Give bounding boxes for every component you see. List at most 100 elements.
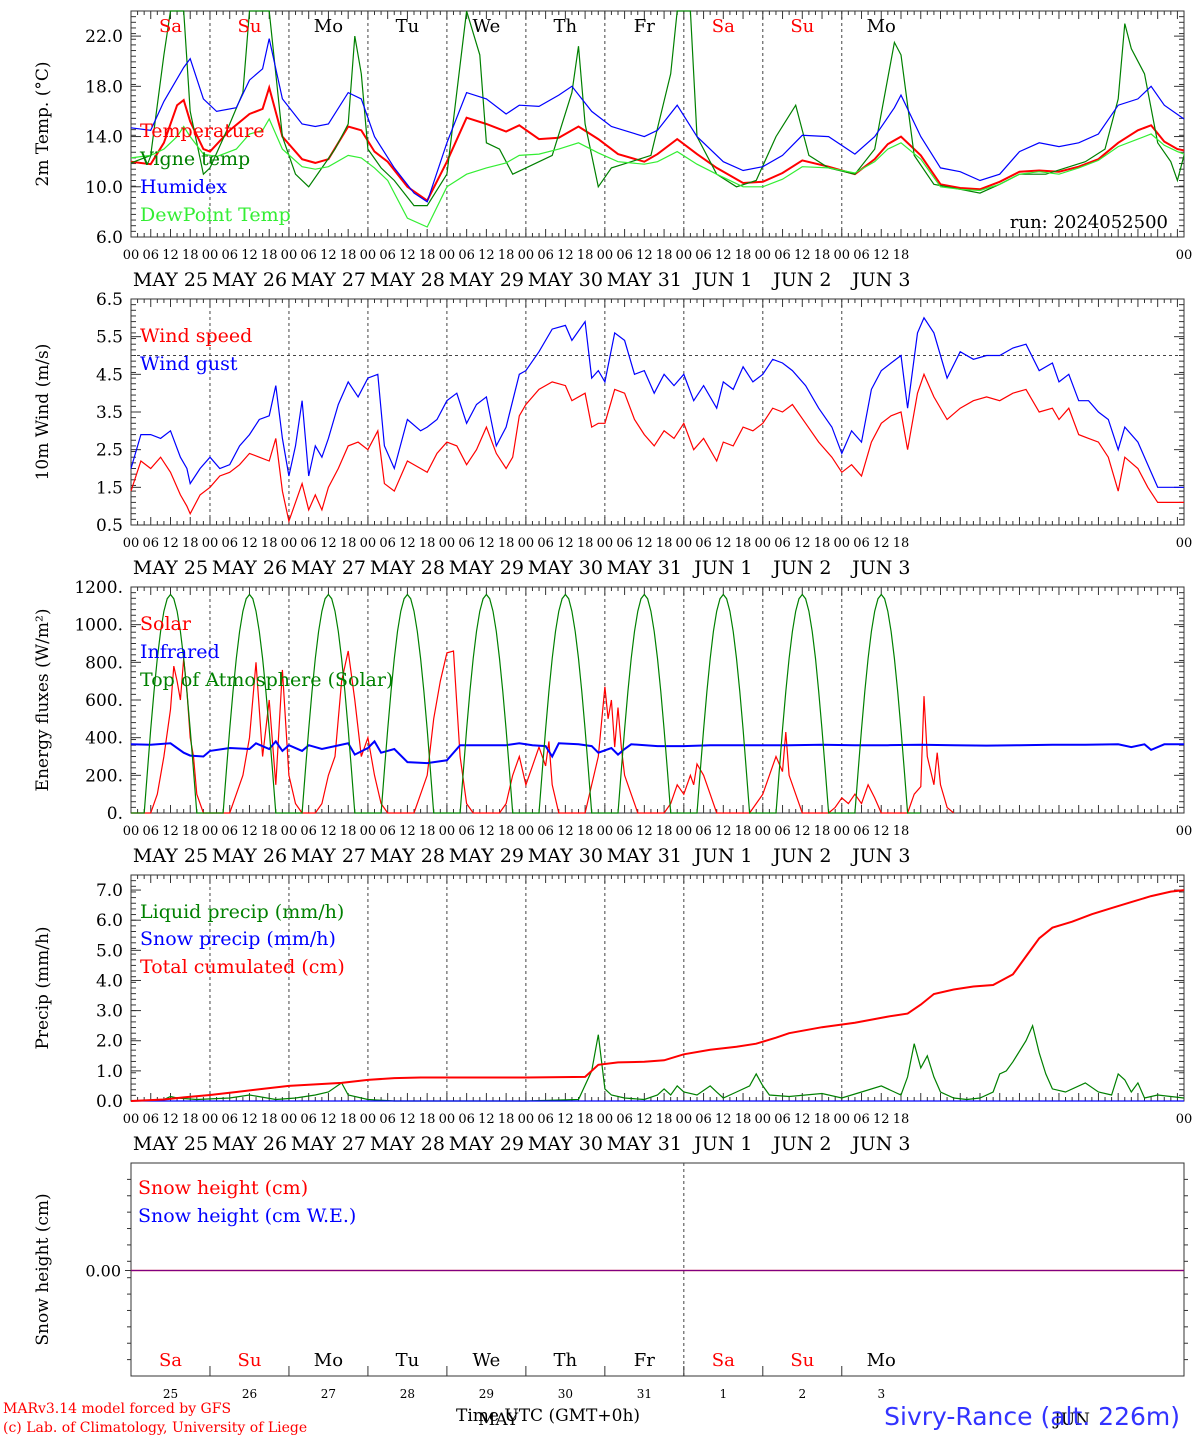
hour-tick-label: 18 bbox=[498, 1112, 515, 1127]
hour-tick-label: 06 bbox=[458, 824, 475, 839]
date-label: MAY 28 bbox=[370, 845, 445, 867]
y-tick-label: 4.0 bbox=[96, 971, 123, 991]
date-label: MAY 25 bbox=[133, 1133, 208, 1155]
weekday-label: Tu bbox=[396, 16, 420, 37]
hour-tick-label: 06 bbox=[379, 536, 396, 551]
hour-tick-label: 00 bbox=[281, 536, 298, 551]
hour-tick-label: 12 bbox=[399, 824, 416, 839]
hour-tick-label: 00 bbox=[281, 1112, 298, 1127]
hour-tick-label: 00 bbox=[834, 248, 851, 263]
series-line-infrared bbox=[130, 739, 1184, 765]
date-label: MAY 25 bbox=[133, 845, 208, 867]
y-tick-label: 2.0 bbox=[96, 1032, 123, 1052]
hour-tick-label: 06 bbox=[774, 1112, 791, 1127]
hour-tick-label: 06 bbox=[221, 248, 238, 263]
date-label: MAY 29 bbox=[449, 557, 524, 579]
hour-tick-label: 18 bbox=[419, 1112, 436, 1127]
hour-tick-label: 00 bbox=[518, 248, 535, 263]
date-label: MAY 25 bbox=[133, 269, 208, 291]
hour-tick-label: 18 bbox=[814, 536, 831, 551]
date-label: MAY 25 bbox=[133, 557, 208, 579]
legend-entry: Humidex bbox=[140, 176, 227, 198]
date-label: MAY 30 bbox=[528, 557, 603, 579]
series-line-humidex bbox=[130, 38, 1185, 203]
y-tick-label: 1.0 bbox=[96, 1062, 123, 1082]
hour-tick-label: 12 bbox=[636, 1112, 653, 1127]
hour-tick-label: 12 bbox=[241, 248, 258, 263]
hour-tick-label: 12 bbox=[794, 536, 811, 551]
hour-tick-label: 18 bbox=[735, 1112, 752, 1127]
hour-tick-label: 06 bbox=[853, 248, 870, 263]
y-tick-label: 3.0 bbox=[96, 1002, 123, 1022]
y-tick-label: 14.0 bbox=[85, 128, 123, 148]
hour-tick-label: 18 bbox=[261, 1112, 278, 1127]
hour-tick-label: 12 bbox=[162, 1112, 179, 1127]
series-line-temperature bbox=[130, 84, 1185, 203]
hour-tick-label: 12 bbox=[873, 248, 890, 263]
hour-tick-label: 12 bbox=[162, 536, 179, 551]
hour-tick-label: 00 bbox=[360, 536, 377, 551]
hour-tick-label: 18 bbox=[340, 248, 357, 263]
legend-entry: Snow precip (mm/h) bbox=[140, 928, 336, 950]
hour-tick-label: 12 bbox=[636, 248, 653, 263]
date-label: MAY 30 bbox=[528, 1133, 603, 1155]
date-label: MAY 26 bbox=[212, 269, 287, 291]
day-number-label: 29 bbox=[479, 1387, 494, 1401]
hour-tick-label: 00 bbox=[1176, 248, 1193, 263]
station-title: Sivry-Rance (alt. 226m) bbox=[884, 1402, 1180, 1431]
hour-tick-label: 00 bbox=[834, 536, 851, 551]
hour-tick-label: 12 bbox=[478, 824, 495, 839]
legend-entry: Total cumulated (cm) bbox=[140, 956, 345, 978]
date-label: JUN 1 bbox=[692, 1133, 752, 1155]
y-tick-label: 22.0 bbox=[85, 27, 123, 47]
date-label: JUN 2 bbox=[771, 1133, 831, 1155]
date-label: MAY 27 bbox=[291, 1133, 366, 1155]
hour-tick-label: 00 bbox=[1176, 1112, 1193, 1127]
hour-tick-label: 18 bbox=[182, 824, 199, 839]
y-tick-label: 6.0 bbox=[96, 911, 123, 931]
hour-tick-label: 12 bbox=[320, 536, 337, 551]
date-label: JUN 1 bbox=[692, 845, 752, 867]
hour-tick-label: 06 bbox=[300, 1112, 317, 1127]
hour-tick-label: 00 bbox=[518, 536, 535, 551]
hour-tick-label: 00 bbox=[202, 824, 219, 839]
day-number-label: 28 bbox=[400, 1387, 415, 1401]
hour-tick-label: 00 bbox=[439, 536, 456, 551]
hour-tick-label: 18 bbox=[735, 536, 752, 551]
hour-tick-label: 12 bbox=[241, 536, 258, 551]
hour-tick-label: 00 bbox=[597, 536, 614, 551]
hour-tick-label: 18 bbox=[893, 1112, 910, 1127]
y-tick-label: 600. bbox=[85, 691, 123, 711]
month-overlay: JUN bbox=[1052, 1410, 1090, 1430]
date-label: JUN 3 bbox=[850, 1133, 910, 1155]
model-credit: MARv3.14 model forced by GFS bbox=[3, 1401, 232, 1417]
weekday-label: Su bbox=[237, 1350, 261, 1371]
day-number-label: 27 bbox=[321, 1387, 336, 1401]
date-label: MAY 26 bbox=[212, 557, 287, 579]
hour-tick-label: 00 bbox=[281, 824, 298, 839]
hour-tick-label: 18 bbox=[735, 824, 752, 839]
hour-tick-label: 12 bbox=[320, 824, 337, 839]
hour-tick-label: 06 bbox=[695, 1112, 712, 1127]
hour-tick-label: 00 bbox=[123, 536, 140, 551]
weekday-label: Sa bbox=[712, 16, 735, 37]
hour-tick-label: 06 bbox=[221, 536, 238, 551]
y-axis-title: Snow height (cm) bbox=[33, 1193, 53, 1345]
hour-tick-label: 06 bbox=[458, 248, 475, 263]
date-label: MAY 29 bbox=[449, 1133, 524, 1155]
hour-tick-label: 18 bbox=[182, 1112, 199, 1127]
hour-tick-label: 12 bbox=[794, 824, 811, 839]
y-tick-label: 0.5 bbox=[96, 516, 123, 536]
hour-tick-label: 00 bbox=[360, 1112, 377, 1127]
y-tick-label: 7.0 bbox=[96, 881, 123, 901]
hour-tick-label: 12 bbox=[873, 1112, 890, 1127]
hour-tick-label: 18 bbox=[735, 248, 752, 263]
hour-tick-label: 00 bbox=[202, 248, 219, 263]
hour-tick-label: 06 bbox=[774, 824, 791, 839]
date-label: MAY 26 bbox=[212, 845, 287, 867]
y-tick-label: 1200. bbox=[74, 578, 123, 598]
weekday-label: Mo bbox=[314, 16, 343, 37]
y-tick-label: 1000. bbox=[74, 616, 123, 636]
hour-tick-label: 00 bbox=[755, 824, 772, 839]
legend-entry: Snow height (cm) bbox=[138, 1177, 308, 1199]
